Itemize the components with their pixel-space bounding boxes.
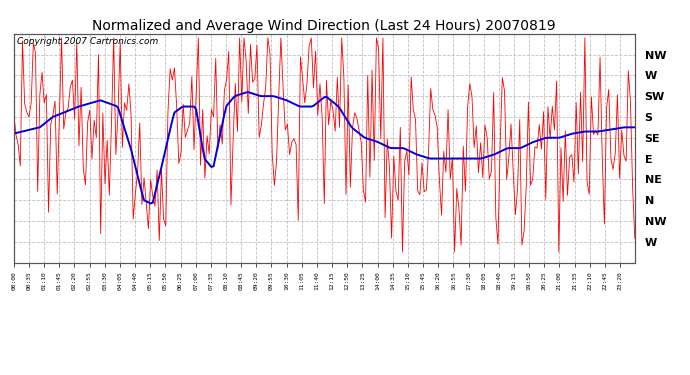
Title: Normalized and Average Wind Direction (Last 24 Hours) 20070819: Normalized and Average Wind Direction (L… (92, 19, 556, 33)
Text: Copyright 2007 Cartronics.com: Copyright 2007 Cartronics.com (17, 37, 158, 46)
